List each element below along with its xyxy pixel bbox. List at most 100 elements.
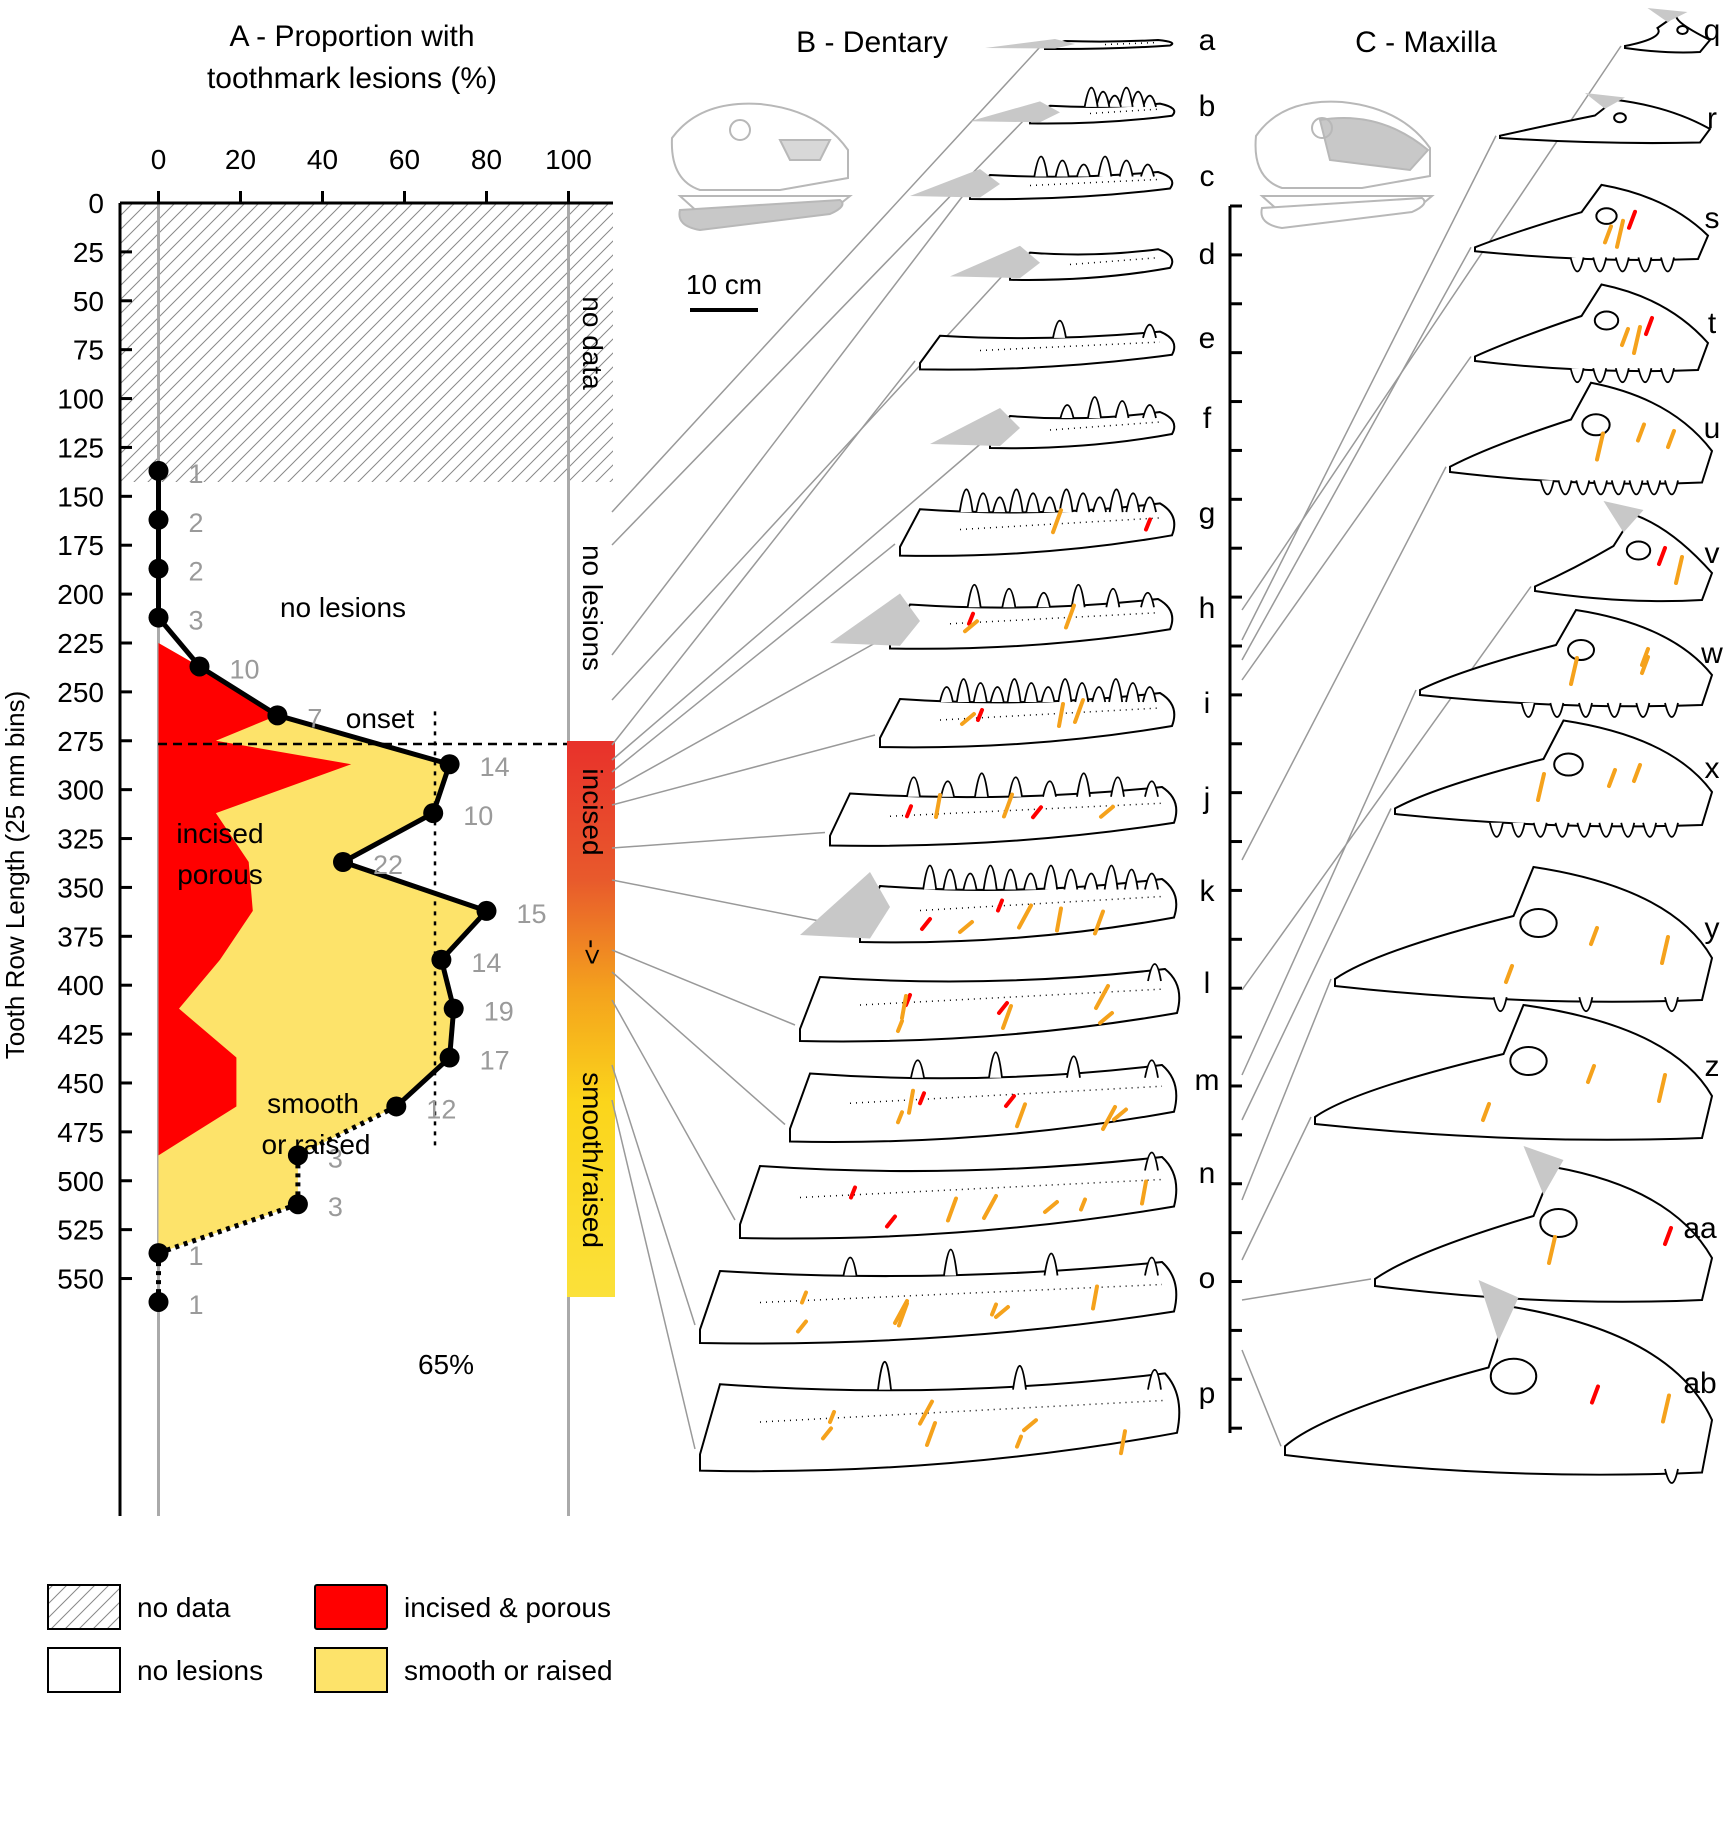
tooth [1142,94,1157,108]
toothmark-lesion [1627,209,1637,230]
line-segment [156,615,202,669]
dentary-letter: p [1199,1377,1216,1410]
toothmark-lesion [1589,926,1599,946]
antorbital-fenestra [1625,540,1652,561]
toothmark-lesion [1657,546,1667,566]
tooth [906,776,921,797]
y-tick-label: 150 [57,481,104,512]
sample-size-label: 14 [471,948,501,978]
maxilla-connector [1241,586,1532,991]
toothmark-lesion [800,1290,808,1305]
dentary-outline [1029,102,1176,125]
toothmark-lesion [905,804,913,819]
y-tick-label: 475 [57,1117,104,1148]
toothmark-lesion [1099,804,1115,819]
toothmark-lesion [893,1299,909,1325]
toothmark-lesion [1569,656,1579,686]
legend-smooth-label: smooth or raised [404,1655,613,1686]
maxilla-x [1394,719,1714,838]
maxilla-outline [1499,98,1712,145]
tooth [1097,155,1113,177]
broken-bone-gray [1603,501,1644,533]
toothmark-lesion [1481,1102,1491,1122]
tooth [1614,367,1630,384]
y-tick-label: 250 [57,677,104,708]
antorbital-fenestra [1676,25,1689,35]
tooth [1646,480,1662,496]
tooth [1058,488,1074,513]
antorbital-fenestra [1613,112,1627,124]
incised-porous-label-1: incised [176,818,263,849]
tooth [1637,257,1653,273]
tooth [1628,480,1644,496]
tooth [1510,822,1526,838]
antorbital-fenestra [1593,310,1620,331]
scale-bar-label: 10 cm [686,269,762,300]
maxilla-w [1419,608,1714,718]
tooth [1092,496,1107,513]
tooth [1083,872,1099,890]
tooth [940,780,955,797]
toothmark-lesion [958,920,974,934]
x-tick-label: 0 [151,144,167,175]
sample-size-label: 19 [484,997,514,1027]
maxilla-letter: v [1705,537,1720,570]
dentary-c [910,155,1174,201]
toothmark-lesion [1547,1235,1557,1265]
dentary-outline [799,967,1181,1043]
tooth [1554,822,1570,838]
tooth [1142,686,1157,703]
toothmark-lesion [1093,909,1105,936]
sample-size-label: 22 [373,850,403,880]
dentary-p [699,1361,1181,1473]
data-point [423,803,444,824]
dentary-outline [699,1372,1181,1473]
broken-bone-gray [910,169,1000,198]
tooth [1042,496,1057,513]
maxilla-ab [1284,1280,1714,1484]
scale-bar: 10 cm [686,269,762,312]
toothmark-lesion [1057,702,1065,728]
x-tick-label: 40 [307,144,338,175]
maxilla-letter: t [1708,307,1717,340]
tooth [1140,591,1155,608]
y-axis-label: Tooth Row Length (25 mm bins) [0,691,30,1060]
foramina-row [1049,421,1161,431]
toothmark-lesion [967,611,975,626]
side-bar-gradient [567,741,615,1297]
side-no-lesions-label: no lesions [577,545,608,671]
tooth [1043,1252,1059,1276]
dentary-outline [899,502,1176,557]
dentary-letter: j [1203,782,1211,815]
toothmark-lesion [1094,984,1110,1010]
tooth [1063,868,1079,890]
maxilla-letter: z [1705,1050,1720,1083]
x-tick-label: 100 [545,144,592,175]
antorbital-fenestra [1539,1208,1578,1238]
maxilla-specimens [1284,8,1714,1484]
tooth [1083,86,1099,108]
toothmark-lesion [1660,935,1670,965]
data-point [443,998,464,1019]
sample-size-label: 10 [230,654,260,684]
tooth [1108,488,1124,513]
maxilla-connector [1241,356,1472,681]
maxilla-letters: q r s t u v w x y z aa ab [1683,14,1723,1400]
sample-size-label: 1 [189,1241,204,1271]
maxilla-outline [1419,608,1714,708]
dentary-outline [969,170,1174,201]
data-point [267,705,288,726]
toothmark-lesion [1607,768,1617,788]
tooth [1110,776,1125,797]
broken-bone-gray [970,101,1060,123]
sample-size-label: 2 [189,508,204,538]
dentary-outline [739,1155,1178,1240]
y-tick-label: 500 [57,1166,104,1197]
sample-size-label: 3 [328,1143,343,1173]
toothmark-lesion [976,708,984,722]
panel-a: A - Proportion with toothmark lesions (%… [0,20,615,1516]
dentary-letter: e [1199,322,1216,355]
tooth [1492,996,1508,1013]
toothmark-lesion [997,1001,1009,1015]
